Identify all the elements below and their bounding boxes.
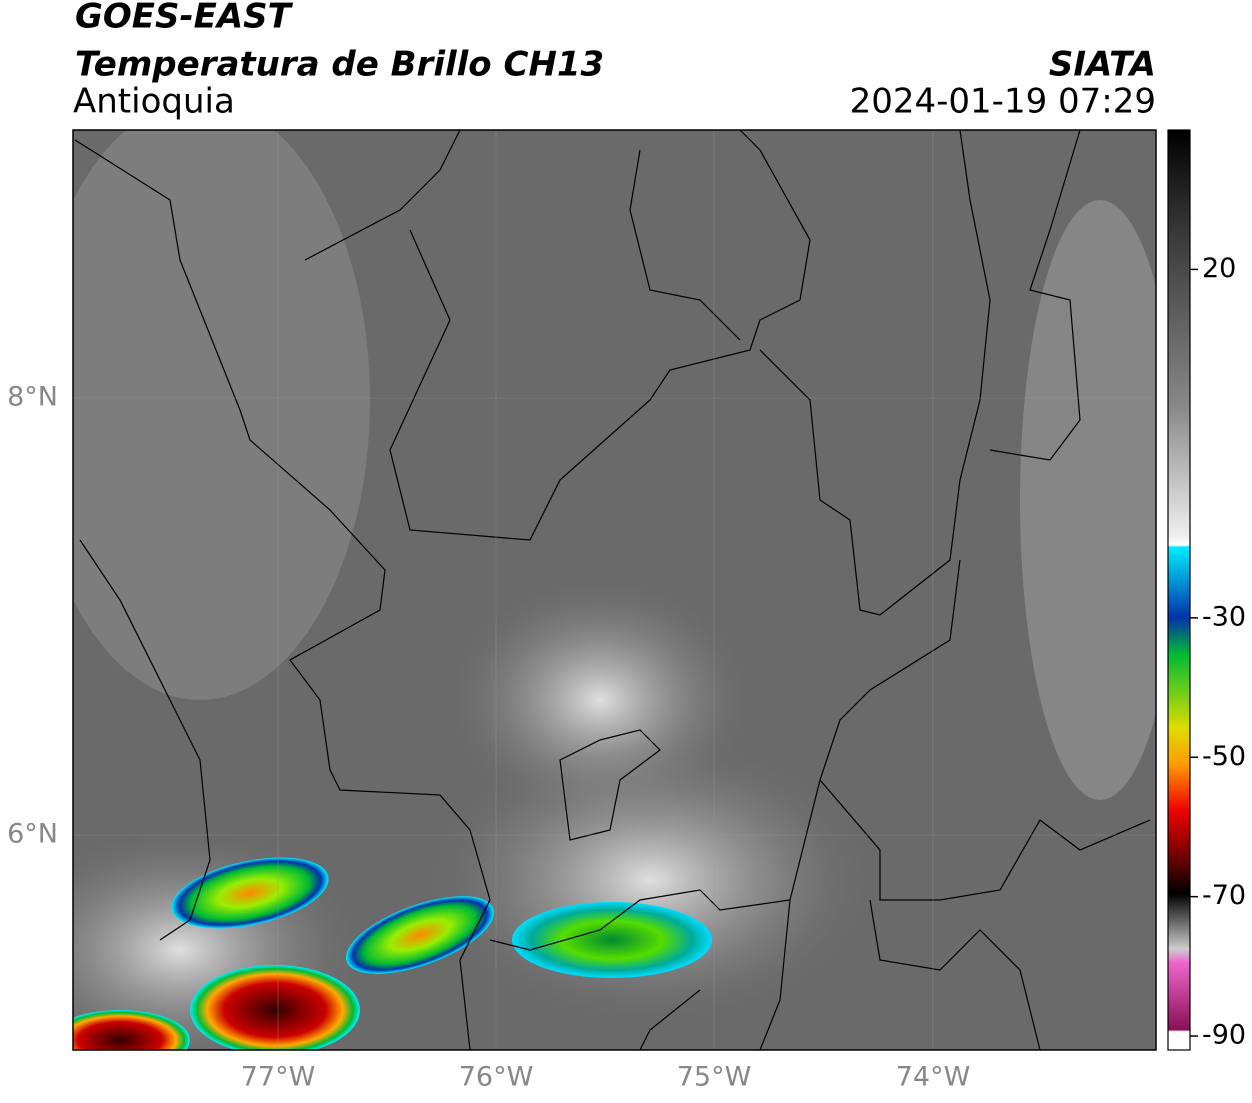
colorbar-tick-label: -70 [1202,880,1246,911]
datetime: 2024-01-19 07:29 [850,82,1156,122]
satellite-image [73,130,1156,1050]
source: SIATA [1049,45,1156,85]
lon-label: 74°W [896,1062,971,1093]
axis-labels: 8°N 6°N 77°W 76°W 75°W 74°W [7,382,970,1093]
header: GOES-EAST Temperatura de Brillo CH13 Ant… [73,0,1156,122]
lat-label: 6°N [7,819,58,850]
colorbar-tick-label: 20 [1202,253,1236,284]
lat-label: 8°N [7,382,58,413]
colorbar-tick-label: -30 [1202,601,1246,632]
colorbar-ticks: 20 -30 -50 -70 -90 [1190,253,1246,1051]
subtitle: Temperatura de Brillo CH13 [75,45,604,85]
colorbar-tick-label: -90 [1202,1020,1246,1051]
colorbar-tick-label: -50 [1202,741,1246,772]
lon-label: 77°W [241,1062,316,1093]
map-frame [72,129,1157,1051]
lon-label: 75°W [677,1062,752,1093]
region: Antioquia [73,82,235,122]
lon-label: 76°W [459,1062,534,1093]
title: GOES-EAST [75,0,294,37]
graticule [73,130,1156,1050]
colorbar [1167,129,1191,1051]
